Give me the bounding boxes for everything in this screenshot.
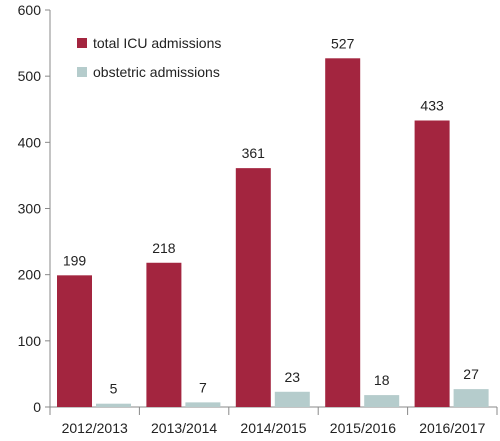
bar-obstetric-admissions	[96, 403, 131, 407]
bar-obstetric-admissions	[185, 402, 221, 407]
y-axis: 0 100 200 300 400 500 600	[18, 2, 51, 415]
bars	[57, 58, 489, 407]
data-label: 218	[152, 240, 176, 256]
x-tick-label: 2016/2017	[419, 420, 485, 436]
legend-swatch	[77, 67, 87, 77]
legend: total ICU admissions obstetric admissions	[77, 35, 221, 80]
data-label: 361	[242, 145, 266, 161]
legend-label: obstetric admissions	[93, 64, 220, 80]
x-tick-label: 2013/2014	[151, 420, 217, 436]
bar-total-icu-admissions	[235, 168, 271, 407]
data-label: 5	[110, 381, 118, 397]
data-label: 23	[285, 369, 301, 385]
legend-label: total ICU admissions	[93, 35, 221, 51]
legend-swatch	[77, 38, 87, 48]
data-label: 7	[199, 379, 207, 395]
x-tick-label: 2015/2016	[330, 420, 396, 436]
y-tick-label: 600	[18, 2, 42, 18]
y-tick-label: 500	[18, 68, 42, 84]
data-label: 433	[420, 97, 444, 113]
bar-total-icu-admissions	[57, 275, 92, 407]
x-axis: 2012/2013 2013/2014 2014/2015 2015/2016 2016…	[49, 406, 498, 436]
x-tick-label: 2012/2013	[62, 420, 128, 436]
bar-obstetric-admissions	[274, 391, 310, 407]
data-label: 27	[463, 366, 479, 382]
bar-obstetric-admissions	[364, 395, 400, 407]
bar-total-icu-admissions	[146, 262, 182, 407]
data-label: 199	[63, 252, 87, 268]
y-tick-label: 300	[18, 201, 42, 217]
bar-obstetric-admissions	[453, 389, 489, 407]
data-labels: 199 218 361 527 433 5 7 23 18 27	[63, 35, 479, 396]
x-tick-label: 2014/2015	[240, 420, 306, 436]
y-tick-label: 200	[18, 267, 42, 283]
data-label: 527	[331, 35, 355, 51]
bar-total-icu-admissions	[325, 58, 361, 407]
y-tick-label: 100	[18, 333, 42, 349]
y-tick-label: 0	[33, 399, 41, 415]
bar-total-icu-admissions	[414, 120, 450, 407]
y-tick-label: 400	[18, 134, 42, 150]
data-label: 18	[374, 372, 390, 388]
